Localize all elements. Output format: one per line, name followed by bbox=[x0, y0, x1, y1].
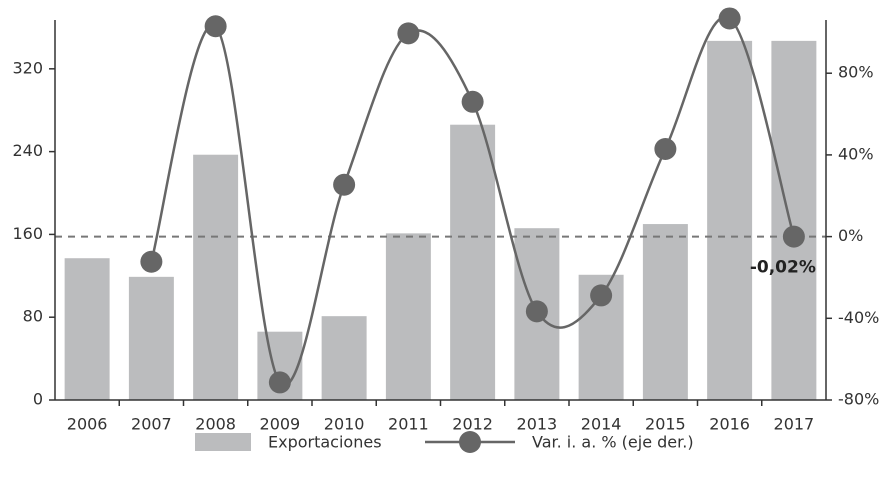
bar bbox=[642, 224, 688, 400]
bar bbox=[385, 233, 431, 400]
bar bbox=[193, 154, 239, 400]
bar bbox=[707, 40, 753, 400]
x-tick-label: 2007 bbox=[131, 415, 172, 434]
x-tick-label: 2008 bbox=[195, 415, 236, 434]
line-marker bbox=[461, 90, 484, 113]
line-marker bbox=[140, 250, 163, 273]
y2-tick-label: -80% bbox=[838, 390, 879, 409]
y2-tick-label: 0% bbox=[838, 226, 863, 245]
legend-swatch bbox=[195, 433, 251, 451]
x-tick-label: 2011 bbox=[388, 415, 429, 434]
line-marker bbox=[268, 371, 291, 394]
line bbox=[150, 15, 796, 387]
x-tick-label: 2010 bbox=[324, 415, 365, 434]
bar bbox=[64, 258, 110, 400]
y2-tick-label: 40% bbox=[838, 144, 874, 163]
x-tick-label: 2009 bbox=[260, 415, 301, 434]
line-marker bbox=[718, 7, 741, 30]
bar bbox=[128, 276, 174, 400]
y-tick-label: 0 bbox=[33, 390, 43, 409]
y-tick-label: 320 bbox=[12, 58, 43, 77]
x-tick-label: 2014 bbox=[581, 415, 622, 434]
y-tick-label: 160 bbox=[12, 224, 43, 243]
y-tick-label: 80 bbox=[23, 307, 43, 326]
x-tick-label: 2006 bbox=[67, 415, 108, 434]
line-marker bbox=[204, 15, 227, 38]
y2-tick-label: 80% bbox=[838, 63, 874, 82]
y2-tick-label: -40% bbox=[838, 308, 879, 327]
legend-label: Exportaciones bbox=[268, 433, 382, 452]
bar bbox=[771, 40, 817, 400]
legend-marker bbox=[459, 431, 481, 453]
bar bbox=[321, 316, 367, 400]
bar bbox=[450, 124, 496, 401]
x-tick-label: 2015 bbox=[645, 415, 686, 434]
line-marker bbox=[397, 22, 420, 45]
x-tick-label: 2013 bbox=[517, 415, 558, 434]
legend-label: Var. i. a. % (eje der.) bbox=[532, 433, 694, 452]
x-tick-label: 2017 bbox=[774, 415, 815, 434]
x-tick-label: 2016 bbox=[709, 415, 750, 434]
y-tick-label: 240 bbox=[12, 141, 43, 160]
line-marker bbox=[782, 225, 805, 248]
line-marker bbox=[590, 284, 613, 307]
data-label: -0,02% bbox=[750, 258, 816, 278]
x-tick-label: 2012 bbox=[452, 415, 493, 434]
line-marker bbox=[525, 300, 548, 323]
line-marker bbox=[654, 137, 677, 160]
line-marker bbox=[333, 173, 356, 196]
